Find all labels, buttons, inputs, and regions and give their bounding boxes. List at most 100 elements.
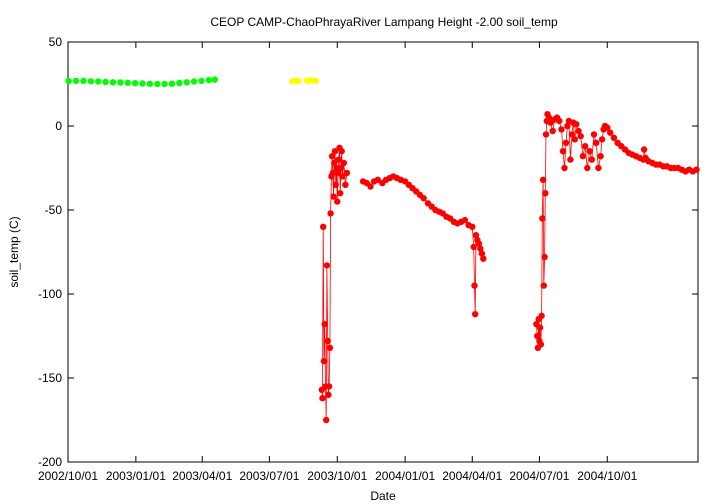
data-point xyxy=(319,395,326,402)
data-point xyxy=(124,79,131,87)
data-point xyxy=(538,312,545,319)
data-point xyxy=(323,416,330,424)
data-point xyxy=(607,129,614,136)
data-point xyxy=(176,79,183,87)
data-point xyxy=(102,78,109,86)
data-point xyxy=(154,80,161,88)
data-point xyxy=(337,164,345,172)
data-point xyxy=(472,311,479,318)
data-point xyxy=(564,122,571,130)
x-tick-label: 2002/10/01 xyxy=(38,469,98,483)
y-tick-label: -200 xyxy=(38,455,62,469)
x-tick-label: 2004/10/01 xyxy=(577,469,637,483)
data-point xyxy=(640,146,648,153)
data-point xyxy=(338,148,345,155)
x-tick-label: 2004/04/01 xyxy=(442,469,502,483)
data-point xyxy=(537,341,545,348)
data-point xyxy=(598,136,606,143)
data-point xyxy=(604,124,611,131)
data-point xyxy=(571,136,578,143)
data-point xyxy=(469,223,476,230)
data-point xyxy=(117,79,124,86)
data-point xyxy=(321,321,328,328)
data-point xyxy=(471,282,478,289)
x-tick-label: 2003/01/01 xyxy=(106,469,166,483)
data-point xyxy=(80,77,87,85)
data-point xyxy=(470,243,477,251)
data-point xyxy=(472,232,480,239)
data-point xyxy=(320,223,327,230)
data-point xyxy=(478,250,486,257)
data-point xyxy=(590,131,598,138)
data-point xyxy=(139,80,146,87)
data-point xyxy=(312,77,320,85)
data-point xyxy=(343,169,351,177)
data-point xyxy=(87,78,95,85)
data-point xyxy=(325,383,333,390)
y-axis-label: soil_temp (C) xyxy=(7,216,21,287)
x-tick-label: 2004/01/01 xyxy=(375,469,435,483)
data-point xyxy=(320,358,328,365)
chart-title: CEOP CAMP-ChaoPhrayaRiver Lampang Height… xyxy=(210,15,558,29)
data-point xyxy=(541,253,548,261)
data-point xyxy=(595,164,602,172)
data-point xyxy=(542,190,549,197)
data-point xyxy=(198,77,205,85)
data-point xyxy=(324,337,331,345)
data-point xyxy=(131,80,139,87)
data-point xyxy=(65,77,72,85)
data-point xyxy=(693,166,700,173)
data-point xyxy=(539,176,547,183)
y-axis: 50 0 -50 -100 -150 -200 xyxy=(38,35,698,469)
data-point xyxy=(340,159,348,167)
data-point xyxy=(581,143,589,150)
data-point xyxy=(461,216,469,224)
series-line xyxy=(536,112,697,348)
data-point xyxy=(420,195,427,202)
data-point xyxy=(323,262,331,269)
series-layer xyxy=(65,76,700,424)
data-point xyxy=(326,344,334,351)
y-tick-label: -50 xyxy=(45,203,63,217)
data-point xyxy=(325,391,332,398)
data-point xyxy=(374,176,381,183)
data-point xyxy=(534,332,541,340)
data-point xyxy=(559,148,567,155)
x-tick-label: 2003/04/01 xyxy=(172,469,232,483)
data-point xyxy=(568,131,576,138)
data-point xyxy=(205,76,213,84)
data-point xyxy=(573,121,580,128)
data-point xyxy=(211,76,218,83)
data-point xyxy=(561,164,568,172)
x-axis: 2002/10/01 2003/01/01 2003/04/01 2003/07/01… xyxy=(38,42,638,483)
data-point xyxy=(328,153,336,160)
data-point xyxy=(334,169,342,177)
data-point xyxy=(567,156,574,163)
data-point xyxy=(475,240,483,247)
data-point xyxy=(333,164,340,172)
data-point xyxy=(161,80,168,88)
data-point xyxy=(146,80,154,88)
data-point xyxy=(540,282,547,289)
data-point xyxy=(72,77,80,85)
y-tick-label: 0 xyxy=(55,119,62,133)
data-point xyxy=(332,181,339,188)
data-point xyxy=(584,164,591,172)
x-tick-label: 2004/07/01 xyxy=(509,469,569,483)
y-tick-label: -150 xyxy=(38,371,62,385)
data-point xyxy=(334,198,341,205)
data-point xyxy=(545,114,553,121)
data-point xyxy=(168,80,176,87)
data-point xyxy=(335,156,342,163)
data-point xyxy=(190,78,198,85)
data-point xyxy=(329,169,336,177)
data-point xyxy=(593,139,600,146)
data-point xyxy=(295,77,302,85)
data-point xyxy=(579,153,587,160)
y-tick-label: -100 xyxy=(38,287,62,301)
series-line xyxy=(321,147,348,421)
data-point xyxy=(556,117,563,125)
data-point xyxy=(331,159,338,167)
data-point xyxy=(327,210,334,217)
